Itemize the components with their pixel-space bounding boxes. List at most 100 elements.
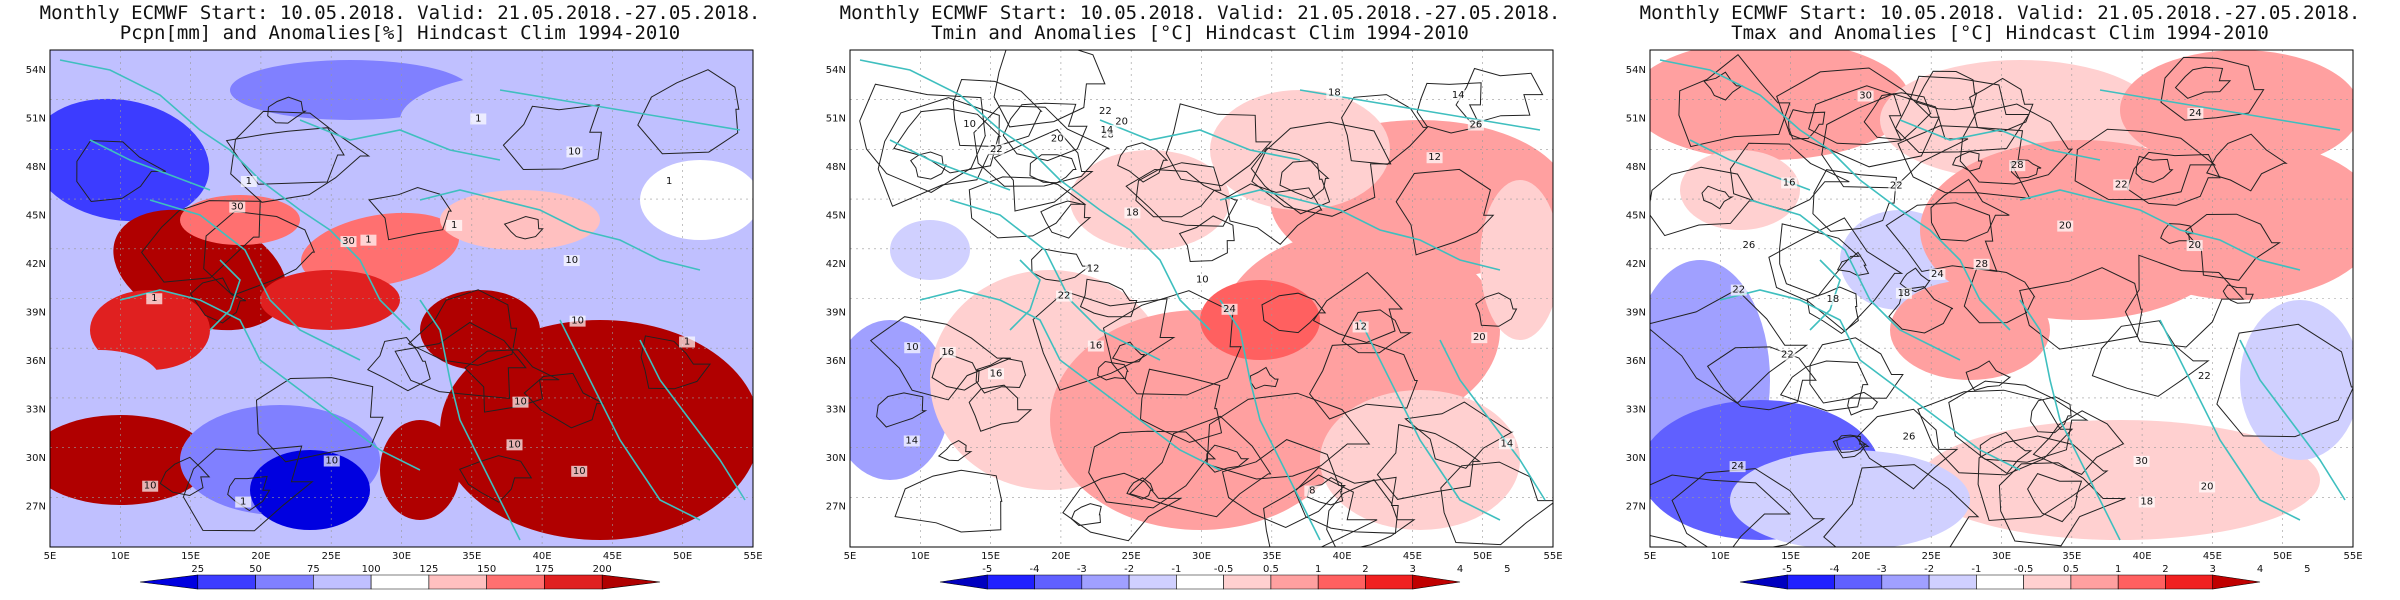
contour-label-bg [1326, 87, 1343, 99]
contour-line [1308, 342, 1418, 420]
colorbar-tick-label: -0.5 [2014, 564, 2034, 575]
contour-label-bg [1049, 133, 1066, 145]
colorbar-swatch [1834, 574, 1883, 590]
contour-line [1650, 474, 1791, 547]
contour-line [2124, 254, 2245, 348]
contour-line [1032, 290, 1176, 391]
coastline [1659, 59, 2011, 331]
contour-label-bg [229, 201, 246, 213]
coastline [59, 59, 411, 331]
colorbar-tick-label: 200 [593, 564, 612, 575]
contour-label-bg [1467, 119, 1484, 131]
contour-label-bg [2186, 240, 2203, 252]
lon-tick-label: 55E [743, 551, 762, 562]
lat-tick-label: 36N [26, 356, 46, 367]
coastline [1719, 289, 2021, 471]
contour-line [227, 475, 271, 512]
contour-line [1250, 147, 1331, 215]
colorbar-tick-label: 3 [2210, 564, 2216, 575]
anomaly-patch [1320, 390, 1520, 530]
lon-tick-label: 45E [1403, 551, 1422, 562]
contour-label: 8 [1309, 486, 1315, 497]
contour-line [1930, 178, 2010, 242]
contour-line [909, 151, 947, 180]
contour-line [1102, 290, 1242, 396]
coastline [419, 299, 521, 541]
contour-line [2074, 128, 2217, 201]
contour-line [368, 186, 453, 241]
anomaly-patch [300, 212, 460, 288]
contour-line [1915, 70, 1978, 111]
contour-line [968, 176, 1087, 239]
contour-line [1341, 94, 1429, 165]
contour-line [140, 200, 261, 283]
colorbar-swatch [1365, 574, 1414, 590]
colorbar-swatch [197, 574, 256, 590]
lon-tick-label: 5E [44, 551, 57, 562]
anomaly-patch [890, 220, 970, 280]
colorbar-swatch [2023, 574, 2072, 590]
contour-label: 1 [475, 113, 481, 124]
coastline [1749, 199, 1961, 361]
colorbar-tick-label: 1 [1315, 564, 1321, 575]
contour-label-bg [1498, 438, 1515, 450]
contour-label: 10 [325, 456, 338, 467]
precip-title-line2: Pcpn[mm] and Anomalies[%] Hindcast Clim … [119, 22, 681, 44]
contour-line [2160, 56, 2265, 121]
contour-line [1139, 368, 1223, 443]
contour-line [1206, 392, 1371, 480]
contour-label-bg [240, 176, 257, 188]
lat-tick-label: 33N [826, 405, 846, 416]
contour-label-bg [146, 293, 163, 305]
contour-line [993, 50, 1106, 128]
colorbar-swatch [1786, 574, 1835, 590]
contour-line [1678, 53, 1791, 148]
contour-label-bg [1450, 90, 1467, 102]
anomaly-patch [850, 320, 950, 480]
contour-label-bg [1304, 485, 1321, 497]
colorbar-tick-label: 50 [249, 564, 262, 575]
contour-label-bg [235, 496, 252, 508]
lon-tick-label: 20E [251, 551, 270, 562]
colorbar-swatch [1223, 574, 1272, 590]
colorbar-swatch [428, 574, 487, 590]
lon-tick-label: 30E [392, 551, 411, 562]
contour-label-bg [142, 480, 159, 492]
contour-line [1135, 162, 1222, 218]
contour-line [1836, 434, 1867, 454]
contour-line [1951, 151, 1983, 172]
anomaly-patch [50, 350, 160, 410]
colorbar-tick-label: 4 [2257, 564, 2263, 575]
lat-tick-label: 33N [26, 405, 46, 416]
contour-line [1079, 278, 1138, 318]
contour-label-bg [1056, 290, 1073, 302]
contour-label-bg [903, 435, 920, 447]
coastline [639, 339, 746, 501]
contour-label: 1 [246, 176, 252, 187]
lat-tick-label: 36N [1626, 356, 1646, 367]
contour-label-bg [1824, 294, 1841, 306]
contour-label: 28 [1975, 259, 1988, 270]
colorbar-tick-label: 0.5 [2063, 564, 2079, 575]
colorbar-swatch [2117, 574, 2166, 590]
contour-label-bg [340, 236, 357, 248]
colorbar-swatch [2212, 574, 2261, 590]
colorbar-swatch [2165, 574, 2214, 590]
lon-tick-label: 40E [1333, 551, 1352, 562]
contour-label: 30 [231, 202, 244, 213]
contour-line [1776, 67, 1940, 168]
contour-line [1125, 168, 1239, 227]
contour-label-bg [2133, 455, 2150, 467]
lon-tick-label: 35E [1262, 551, 1281, 562]
contour-line [1768, 217, 1904, 333]
contour-label: 18 [1827, 294, 1840, 305]
contour-label: 22 [1890, 180, 1903, 191]
coastline [149, 199, 361, 361]
lat-tick-label: 39N [1626, 308, 1646, 319]
colorbar-tick-label: 0.5 [1263, 564, 1279, 575]
contour-label: 10 [963, 119, 976, 130]
colorbar-swatch [986, 574, 1035, 590]
contour-line [869, 316, 1011, 401]
contour-label-bg [1426, 152, 1443, 164]
contour-line [1040, 200, 1092, 239]
